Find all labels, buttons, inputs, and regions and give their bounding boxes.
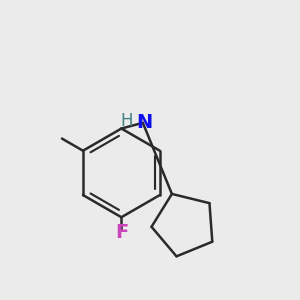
Text: N: N xyxy=(136,113,152,132)
Text: F: F xyxy=(115,224,128,242)
Text: H: H xyxy=(121,112,134,130)
